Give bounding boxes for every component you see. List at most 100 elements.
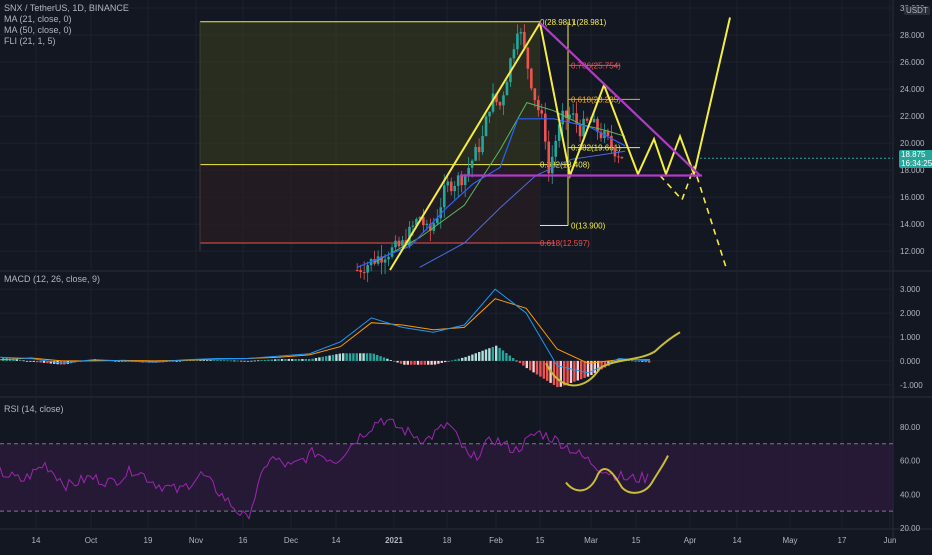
price-tick-label: 20.000 [900,139,925,148]
candle-body [481,136,484,153]
candle-body [571,113,575,115]
candle-body [411,225,415,227]
candle-body [439,207,443,219]
candle-body [550,156,554,174]
macd-histogram-bar [287,359,290,361]
candle-body [526,47,530,69]
macd-histogram-bar [501,350,505,361]
candle-body [540,110,544,114]
macd-histogram-bar [491,346,494,361]
candle-body [606,130,610,136]
fli-legend[interactable]: FLI (21, 1, 5) [4,36,56,46]
impulse-line [389,22,541,271]
macd-histogram-bar [389,359,392,361]
candle-body [470,160,474,168]
candle-body [568,114,571,119]
macd-histogram-bar [444,360,447,363]
x-tick-label: Apr [684,536,697,545]
candle-body [488,111,491,117]
candle-body [617,156,620,158]
x-tick-label: 16 [239,536,248,545]
macd-histogram-bar [552,360,556,386]
macd-histogram-bar [474,353,477,361]
macd-histogram-bar [631,360,634,362]
macd-histogram-bar [559,360,562,387]
macd-histogram-bar [294,359,297,361]
candle-body [463,174,467,186]
price-tick-label: 22.000 [900,112,925,121]
countdown: 16:34:25 [901,159,932,168]
rsi-tick-label: 40.00 [900,490,921,499]
macd-histogram-bar [484,349,488,361]
macd-histogram-bar [263,359,267,361]
candle-body [422,217,425,226]
price-pane-legend: SNX / TetherUS, 1D, BINANCE MA (21, clos… [4,3,129,47]
currency-badge[interactable]: USDT [904,6,930,15]
candle-body [366,265,369,273]
macd-histogram-bar [359,353,362,361]
macd-histogram-bar [461,357,464,361]
x-tick-label: 19 [144,536,153,545]
macd-histogram-bar [440,360,443,363]
macd-histogram-bar [250,360,253,362]
macd-histogram-bar [253,360,256,362]
macd-tick-label: 0.000 [900,357,921,366]
macd-drawn-curve [545,331,681,387]
macd-histogram-bar [583,360,586,378]
macd-histogram-bar [410,360,413,365]
macd-histogram-bar [362,353,365,361]
candle-body [578,124,582,137]
x-tick-label: 14 [332,536,341,545]
macd-histogram-bar [46,360,49,364]
price-tick-label: 12.000 [900,247,925,256]
macd-histogram-bar [467,355,471,361]
macd-histogram-bar [175,360,178,362]
x-tick-label: Nov [189,536,203,545]
ma21-legend[interactable]: MA (21, close, 0) [4,14,72,24]
fib-level-label: 1(28.981) [572,18,607,27]
candle-body [456,175,460,186]
macd-histogram-bar [498,347,501,361]
fib-zone-upper [200,21,540,165]
x-tick-label: 14 [32,536,41,545]
symbol-line[interactable]: SNX / TetherUS, 1D, BINANCE [4,3,129,13]
macd-histogram-bar [321,356,324,361]
ma21-line [374,102,626,263]
candle-body [397,240,401,247]
candle-body [418,217,422,220]
candle-body [599,131,603,139]
macd-histogram-bar [236,360,239,362]
x-tick-label: Feb [489,536,503,545]
rsi-legend[interactable]: RSI (14, close) [4,404,64,414]
macd-histogram-bar [22,360,25,362]
macd-histogram-bar [36,360,39,363]
candle-body [474,146,477,161]
macd-histogram-bar [539,360,542,377]
candle-body [530,68,533,89]
macd-histogram-bar [495,345,498,361]
macd-histogram-bar [301,359,304,361]
candle-body [596,118,599,132]
ma50-legend[interactable]: MA (50, close, 0) [4,25,72,35]
candle-body [383,259,387,263]
fli-line [356,118,626,268]
macd-histogram-bar [563,360,566,386]
candle-body [429,223,432,231]
candle-body [498,102,502,106]
candle-body [523,31,526,48]
candle-body [460,175,463,186]
rsi-drawn-curve [565,455,669,494]
x-tick-label: 17 [838,536,847,545]
macd-histogram-bar [644,360,647,363]
macd-histogram-bar [365,353,369,361]
candle-body [362,272,366,274]
macd-histogram-bar [209,360,212,361]
macd-histogram-bar [590,360,593,376]
fib-level-label: 0.382(19.661) [571,144,621,153]
macd-histogram-bar [420,360,423,365]
ma50-line [419,150,626,268]
macd-legend[interactable]: MACD (12, 26, close, 9) [4,274,101,284]
price-tick-label: 26.000 [900,58,925,67]
